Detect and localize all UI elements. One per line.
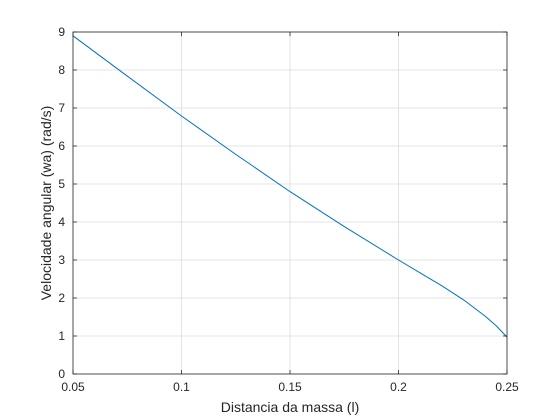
y-tick-label: 9: [58, 25, 65, 39]
x-tick-label: 0.05: [61, 380, 85, 394]
grid-lines: [72, 31, 508, 375]
y-tick-label: 3: [58, 253, 65, 267]
y-axis-label: Velocidade angular (wa) (rad/s): [38, 106, 54, 301]
y-tick-label: 6: [58, 139, 65, 153]
series-line: [72, 35, 508, 338]
x-tick-label: 0.25: [495, 380, 519, 394]
x-axis-label: Distancia da massa (l): [221, 399, 360, 415]
series-group: [72, 35, 508, 338]
y-tick-label: 2: [58, 291, 65, 305]
x-tick-label: 0.15: [278, 380, 302, 394]
axis-ticks: 0.05 0.1 0.15 0.2 0.25 0 1 2 3 4 5 6 7 8 9: [58, 25, 519, 394]
y-tick-label: 7: [58, 101, 65, 115]
x-tick-label: 0.1: [173, 380, 190, 394]
y-tick-label: 5: [58, 177, 65, 191]
y-tick-label: 1: [58, 329, 65, 343]
y-tick-label: 8: [58, 63, 65, 77]
y-tick-label: 0: [58, 367, 65, 381]
x-tick-label: 0.2: [390, 380, 407, 394]
y-tick-label: 4: [58, 215, 65, 229]
